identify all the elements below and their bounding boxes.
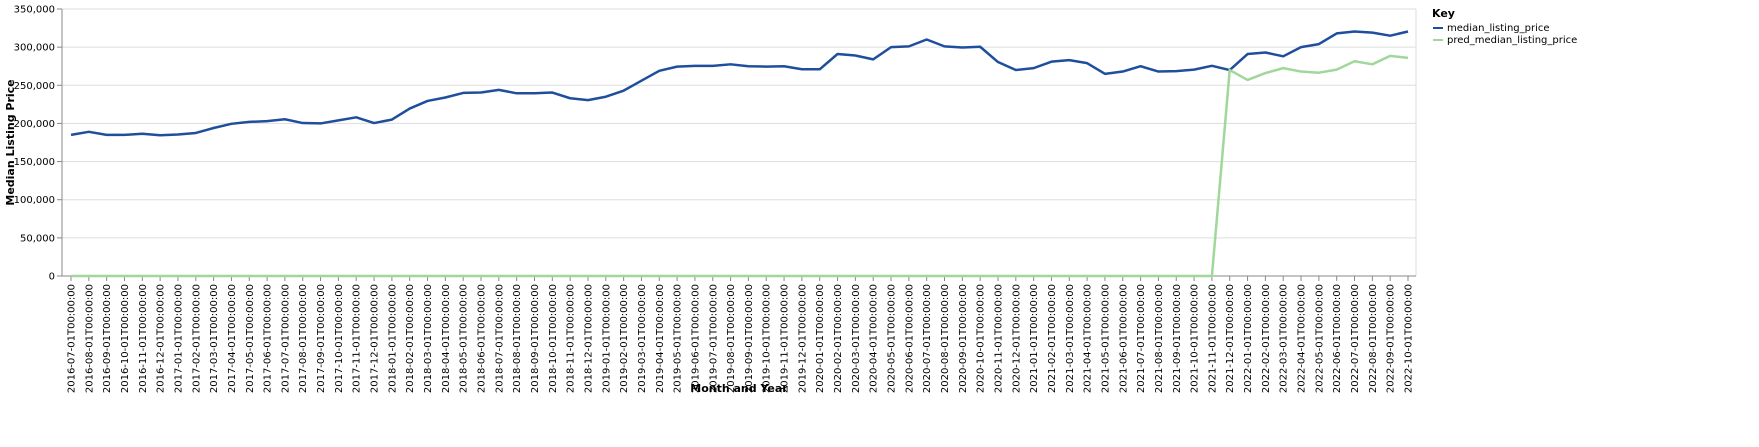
y-axis-title: Median Listing Price [4,79,17,205]
x-tick-label: 2018-03-01T00:00:00 [423,284,434,393]
x-tick-label: 2017-04-01T00:00:00 [227,284,238,393]
y-tick-label: 0 [49,272,55,283]
x-tick-label: 2018-04-01T00:00:00 [441,284,452,393]
x-tick-label: 2022-09-01T00:00:00 [1386,284,1397,393]
x-tick-label: 2016-12-01T00:00:00 [156,284,167,393]
x-tick-label: 2021-08-01T00:00:00 [1154,284,1165,393]
x-tick-label: 2022-03-01T00:00:00 [1279,284,1290,393]
x-tick-label: 2018-09-01T00:00:00 [530,284,541,393]
y-tick-label: 100,000 [14,195,55,206]
x-tick-label: 2016-07-01T00:00:00 [67,284,78,393]
y-tick-label: 200,000 [14,119,55,130]
x-tick-label: 2021-01-01T00:00:00 [1029,284,1040,393]
x-tick-label: 2021-12-01T00:00:00 [1225,284,1236,393]
x-tick-label: 2018-08-01T00:00:00 [512,284,523,393]
x-tick-label: 2022-04-01T00:00:00 [1297,284,1308,393]
x-axis-title: Month and Year [690,382,788,395]
y-tick-label: 300,000 [14,43,55,54]
x-tick-label: 2020-05-01T00:00:00 [887,284,898,393]
x-tick-label: 2019-11-01T00:00:00 [780,284,791,393]
x-tick-label: 2019-02-01T00:00:00 [619,284,630,393]
x-tick-label: 2018-06-01T00:00:00 [477,284,488,393]
series-line-pred-median-listing-price [71,54,1409,278]
x-tick-label: 2021-02-01T00:00:00 [1047,284,1058,393]
x-tick-label: 2020-07-01T00:00:00 [922,284,933,393]
x-tick-label: 2017-01-01T00:00:00 [173,284,184,393]
x-tick-label: 2020-04-01T00:00:00 [869,284,880,393]
x-tick-label: 2020-08-01T00:00:00 [940,284,951,393]
x-tick-label: 2022-02-01T00:00:00 [1261,284,1272,393]
x-tick-label: 2019-04-01T00:00:00 [655,284,666,393]
x-tick-label: 2022-10-01T00:00:00 [1404,284,1415,393]
x-tick-label: 2022-08-01T00:00:00 [1368,284,1379,393]
x-tick-label: 2021-06-01T00:00:00 [1118,284,1129,393]
y-tick-label: 150,000 [14,157,55,168]
x-tick-label: 2018-12-01T00:00:00 [583,284,594,393]
x-tick-label: 2016-11-01T00:00:00 [138,284,149,393]
x-tick-label: 2020-12-01T00:00:00 [1011,284,1022,393]
x-tick-label: 2018-05-01T00:00:00 [459,284,470,393]
x-tick-label: 2019-08-01T00:00:00 [726,284,737,393]
x-tick-label: 2018-02-01T00:00:00 [405,284,416,393]
x-tick-label: 2016-09-01T00:00:00 [102,284,113,393]
x-tick-label: 2021-04-01T00:00:00 [1083,284,1094,393]
x-tick-label: 2019-10-01T00:00:00 [762,284,773,393]
y-tick-label: 50,000 [20,233,55,244]
x-tick-label: 2022-07-01T00:00:00 [1350,284,1361,393]
x-tick-label: 2020-10-01T00:00:00 [976,284,987,393]
x-tick-label: 2018-07-01T00:00:00 [494,284,505,393]
x-tick-label: 2020-03-01T00:00:00 [851,284,862,393]
x-tick-label: 2020-06-01T00:00:00 [904,284,915,393]
x-tick-label: 2020-01-01T00:00:00 [815,284,826,393]
x-tick-label: 2019-07-01T00:00:00 [708,284,719,393]
x-tick-label: 2019-01-01T00:00:00 [601,284,612,393]
x-tick-label: 2020-11-01T00:00:00 [993,284,1004,393]
x-tick-label: 2019-12-01T00:00:00 [797,284,808,393]
x-tick-label: 2021-10-01T00:00:00 [1190,284,1201,393]
x-tick-label: 2017-12-01T00:00:00 [370,284,381,393]
x-tick-label: 2021-09-01T00:00:00 [1172,284,1183,393]
x-tick-label: 2017-07-01T00:00:00 [280,284,291,393]
series-line-median-listing-price [70,30,1409,137]
x-tick-label: 2018-10-01T00:00:00 [548,284,559,393]
x-tick-label: 2017-02-01T00:00:00 [191,284,202,393]
grid-lines [62,8,1417,277]
x-tick-label: 2022-01-01T00:00:00 [1243,284,1254,393]
x-tick-label: 2019-09-01T00:00:00 [744,284,755,393]
legend-title: Key [1432,7,1455,20]
x-tick-label: 2018-11-01T00:00:00 [566,284,577,393]
x-axis: 2016-07-01T00:00:00 2016-08-01T00:00:00 20… [62,275,1416,393]
x-tick-label: 2017-08-01T00:00:00 [298,284,309,393]
x-tick-label: 2016-10-01T00:00:00 [120,284,131,393]
legend-label: pred_median_listing_price [1447,35,1577,46]
x-tick-label: 2021-07-01T00:00:00 [1136,284,1147,393]
y-tick-label: 250,000 [14,81,55,92]
x-tick-label: 2017-06-01T00:00:00 [263,284,274,393]
x-tick-label: 2019-03-01T00:00:00 [637,284,648,393]
x-tick-label: 2019-06-01T00:00:00 [690,284,701,393]
y-tick-label: 350,000 [14,5,55,16]
series-lines [70,30,1409,278]
x-tick-label: 2017-05-01T00:00:00 [245,284,256,393]
x-tick-label: 2021-11-01T00:00:00 [1207,284,1218,393]
x-tick-label: 2017-03-01T00:00:00 [209,284,220,393]
x-tick-label: 2020-09-01T00:00:00 [958,284,969,393]
x-tick-label: 2017-10-01T00:00:00 [334,284,345,393]
x-tick-label: 2017-09-01T00:00:00 [316,284,327,393]
x-tick-label: 2022-05-01T00:00:00 [1314,284,1325,393]
x-tick-label: 2021-03-01T00:00:00 [1065,284,1076,393]
y-axis: 0 50,000 100,000 150,000 200,000 250,000 300,0… [14,5,63,283]
legend: Key median_listing_pricepred_median_list… [1432,7,1577,46]
x-tick-label: 2020-02-01T00:00:00 [833,284,844,393]
x-tick-label: 2022-06-01T00:00:00 [1332,284,1343,393]
x-tick-label: 2021-05-01T00:00:00 [1100,284,1111,393]
legend-label: median_listing_price [1447,23,1550,34]
x-tick-label: 2017-11-01T00:00:00 [352,284,363,393]
x-tick-label: 2016-08-01T00:00:00 [84,284,95,393]
x-tick-label: 2019-05-01T00:00:00 [673,284,684,393]
x-tick-label: 2018-01-01T00:00:00 [387,284,398,393]
